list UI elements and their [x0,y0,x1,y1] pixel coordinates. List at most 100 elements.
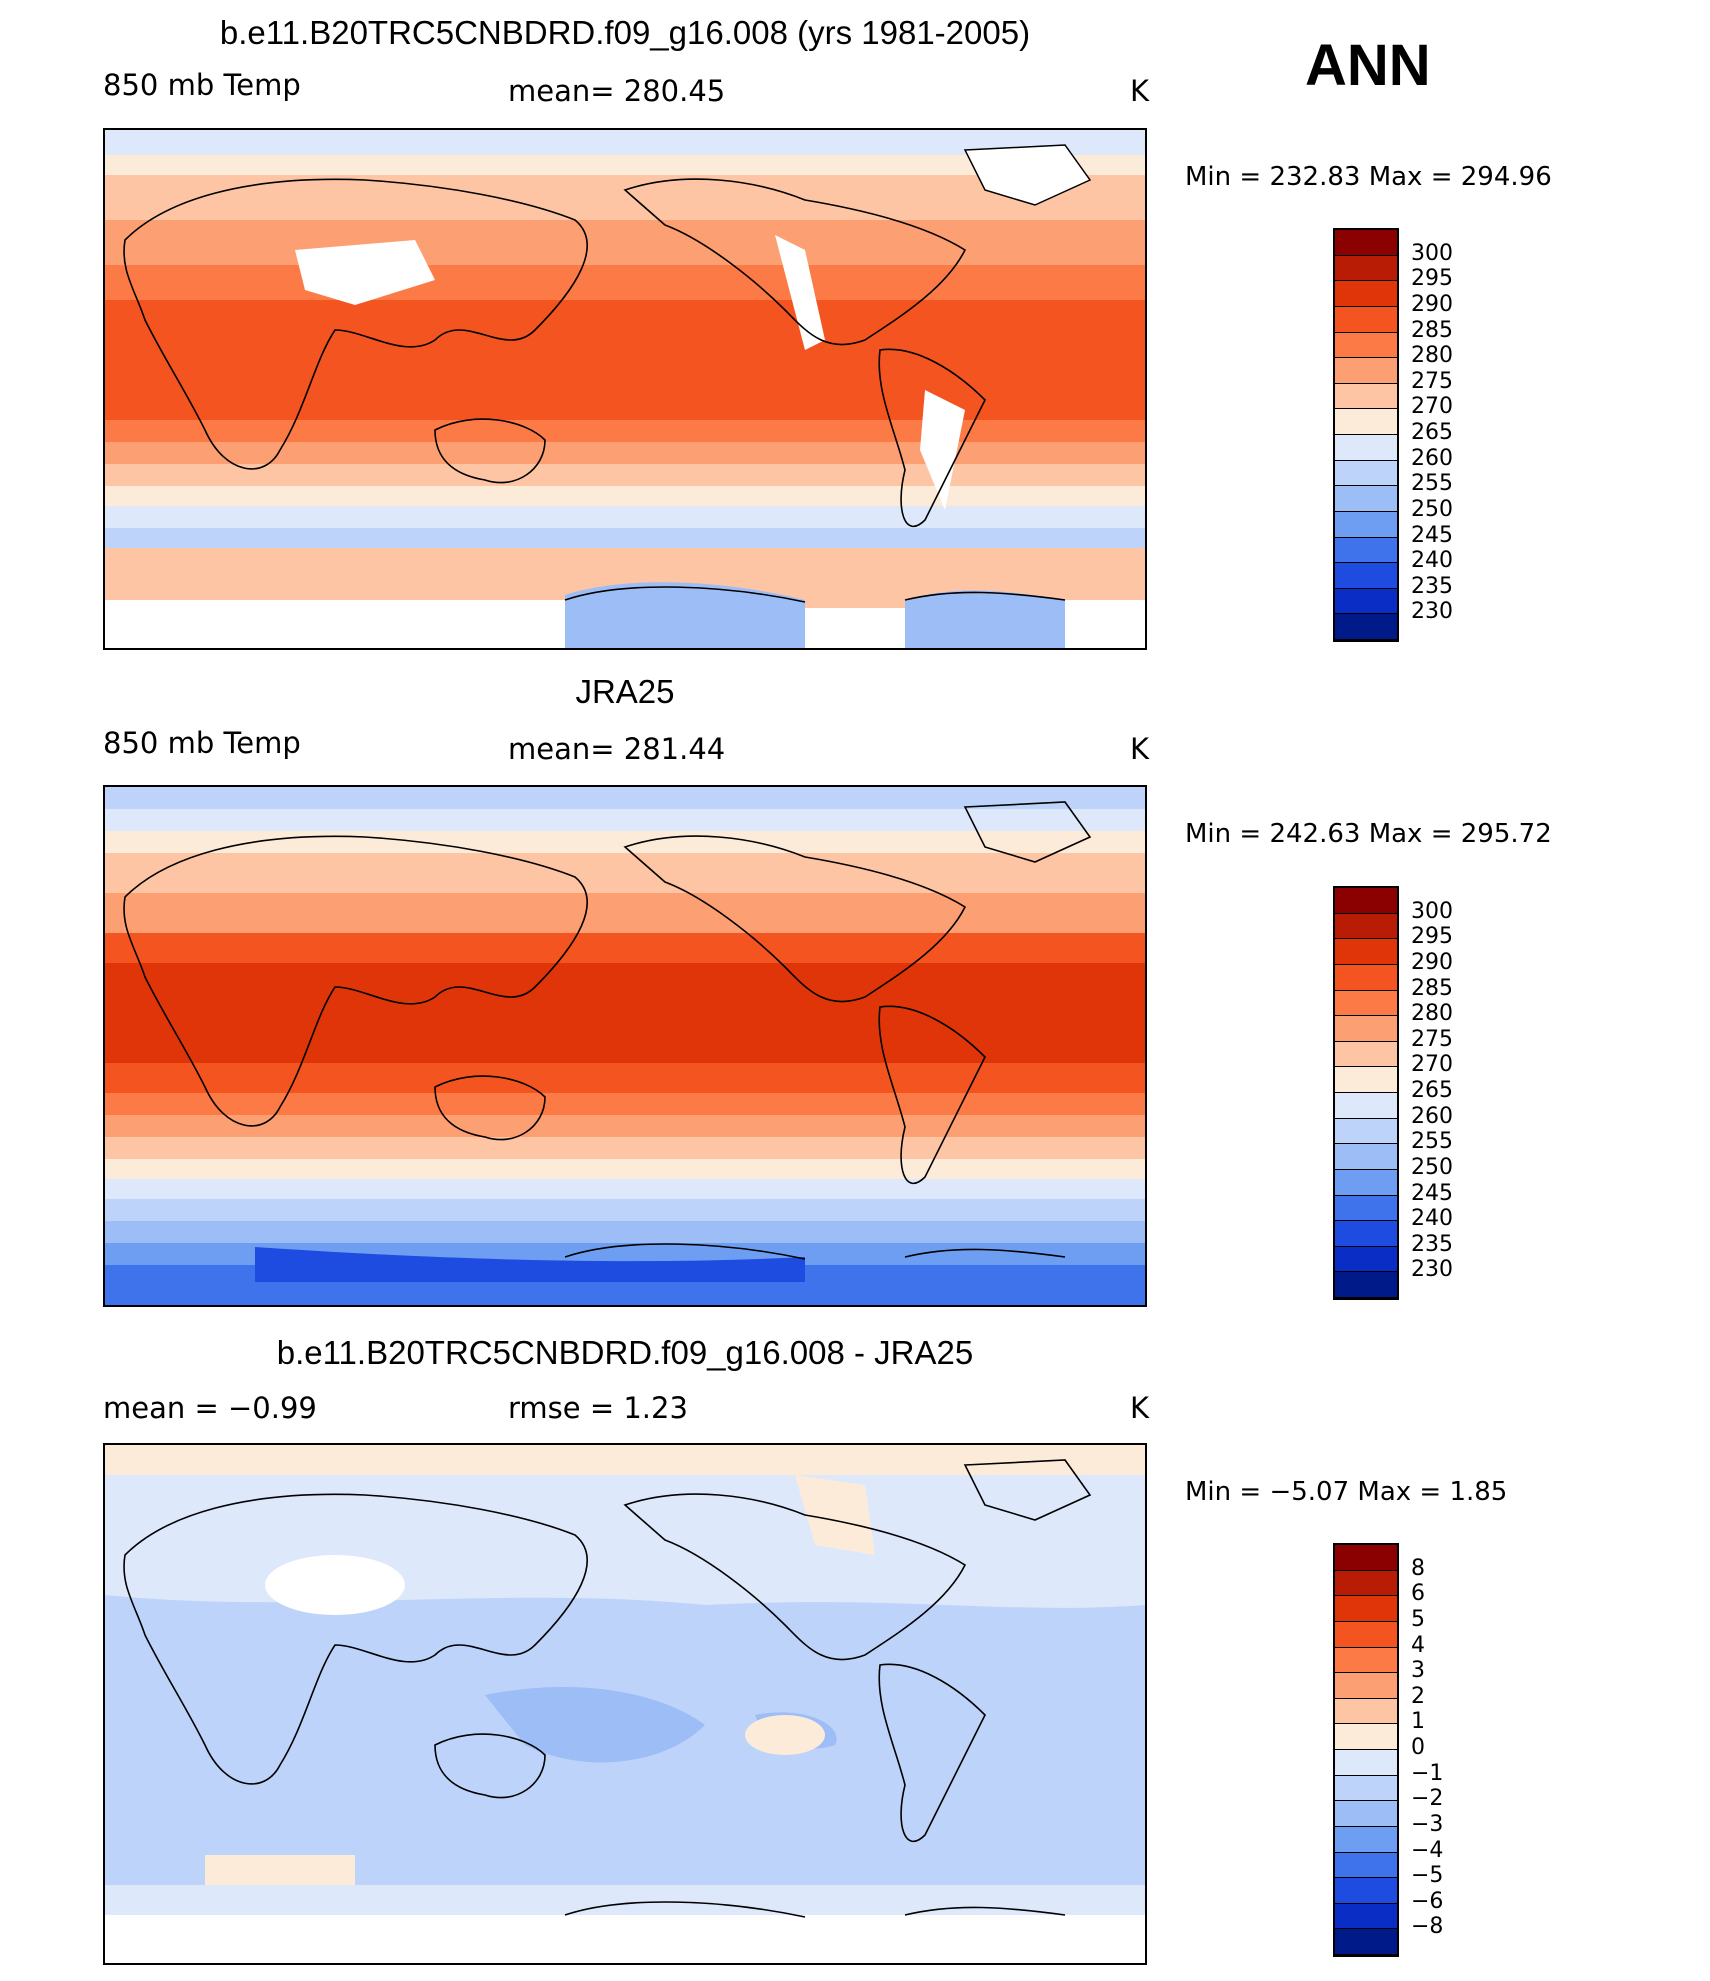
colorbar-segment [1335,1067,1397,1093]
panel-title-obs: JRA25 [575,673,675,710]
mean-label-model: mean= 280.45 [508,74,726,108]
minmax-label-obs: Min = 242.63 Max = 295.72 [1185,819,1552,849]
colorbar-segment [1335,614,1397,640]
colorbar-tick-label: 295 [1411,924,1453,950]
colorbar-tick-label: 1 [1411,1709,1425,1735]
variable-label-obs: 850 mb Temp [103,726,301,760]
colorbar-tick-label: 285 [1411,317,1453,343]
colorbar-tick-label: 260 [1411,1103,1453,1129]
colorbar-segment [1335,383,1397,410]
colorbar-segment [1335,964,1397,991]
variable-label-model: 850 mb Temp [103,68,301,102]
colorbar-tick-label: 3 [1411,1658,1425,1684]
mean-label-diff: mean = −0.99 [103,1391,317,1425]
colorbar-tick-label: 230 [1411,1257,1453,1283]
colorbar-segment [1335,1647,1397,1674]
colorbar-segment [1335,435,1397,461]
colorbar-tick-label: 235 [1411,1231,1453,1257]
map-diff-field [105,1445,1145,1963]
units-label-obs: K [1130,732,1150,766]
colorbar-segment [1335,1272,1397,1298]
colorbar-tick-label: 240 [1411,548,1453,574]
colorbar-segment [1335,1673,1397,1699]
colorbar-tick-label: −5 [1411,1863,1444,1889]
colorbar-tick-label: 280 [1411,343,1453,369]
colorbar-tick-label: −2 [1411,1786,1444,1812]
colorbar-tick-label: 0 [1411,1735,1425,1760]
colorbar-segment [1335,1596,1397,1622]
colorbar-segment [1335,1118,1397,1145]
units-label-model: K [1130,74,1150,108]
colorbar-tick-label: 290 [1411,291,1453,317]
colorbar-segment [1335,588,1397,615]
colorbar-segment [1335,255,1397,282]
colorbar-tick-label: 5 [1411,1606,1425,1632]
colorbar-segment [1335,1195,1397,1222]
colorbar-tick-label: 8 [1411,1555,1425,1581]
colorbar-tick-label: 300 [1411,898,1453,924]
colorbar-segment [1335,511,1397,538]
map-obs [103,785,1147,1307]
colorbar-diff-box [1333,1543,1399,1957]
colorbar-segment [1335,1221,1397,1247]
colorbar-tick-label: 300 [1411,240,1453,266]
colorbar-tick-label: 275 [1411,1026,1453,1052]
colorbar-segment [1335,1621,1397,1648]
colorbar-segment [1335,1826,1397,1853]
map-model [103,128,1147,650]
colorbar-tick-label: 270 [1411,394,1453,420]
minmax-label-model: Min = 232.83 Max = 294.96 [1185,162,1552,192]
colorbar-segment [1335,460,1397,487]
colorbar-segment [1335,1775,1397,1802]
colorbar-tick-label: 240 [1411,1206,1453,1232]
colorbar-segment [1335,1929,1397,1955]
units-label-diff: K [1130,1391,1150,1425]
rmse-label-diff: rmse = 1.23 [508,1391,688,1425]
panel-title-model: b.e11.B20TRC5CNBDRD.f09_g16.008 (yrs 198… [219,14,1031,51]
colorbar-tick-label: −4 [1411,1837,1444,1863]
colorbar-tick-label: 255 [1411,471,1453,497]
colorbar-tick-label: −3 [1411,1811,1444,1837]
colorbar-tick-label: −8 [1411,1914,1444,1940]
colorbar-tick-label: 285 [1411,975,1453,1001]
colorbar-model-box [1333,228,1399,642]
colorbar-tick-label: 245 [1411,522,1453,548]
colorbar-segment [1335,1570,1397,1597]
colorbar-segment [1335,409,1397,435]
colorbar-segment [1335,939,1397,965]
colorbar-segment [1335,306,1397,333]
mean-label-obs: mean= 281.44 [508,732,726,766]
colorbar-tick-label: 265 [1411,420,1453,445]
colorbar-tick-label: 290 [1411,949,1453,975]
colorbar-tick-label: 265 [1411,1078,1453,1103]
colorbar-tick-label: −6 [1411,1888,1444,1914]
colorbar-segment [1335,1878,1397,1904]
map-model-field [105,130,1145,648]
colorbar-obs-box [1333,886,1399,1300]
colorbar-segment [1335,1801,1397,1827]
colorbar-tick-label: −1 [1411,1760,1444,1786]
colorbar-tick-label: 4 [1411,1632,1425,1658]
colorbar-segment [1335,1016,1397,1042]
colorbar-tick-label: 255 [1411,1129,1453,1155]
colorbar-segment [1335,1852,1397,1879]
colorbar-tick-label: 275 [1411,368,1453,394]
season-label: ANN [1305,33,1431,98]
colorbar-tick-label: 2 [1411,1683,1425,1709]
colorbar-segment [1335,888,1397,914]
colorbar-tick-label: 6 [1411,1581,1425,1607]
colorbar-segment [1335,537,1397,564]
panel-title-diff: b.e11.B20TRC5CNBDRD.f09_g16.008 - JRA25 [276,1334,974,1371]
colorbar-segment [1335,1246,1397,1273]
colorbar-tick-label: 280 [1411,1001,1453,1027]
colorbar-segment [1335,1169,1397,1196]
colorbar-segment [1335,1750,1397,1776]
colorbar-segment [1335,486,1397,512]
colorbar-segment [1335,1041,1397,1068]
colorbar-segment [1335,1093,1397,1119]
colorbar-segment [1335,230,1397,256]
colorbar-segment [1335,1144,1397,1170]
colorbar-tick-label: 250 [1411,1154,1453,1180]
colorbar-tick-label: 260 [1411,445,1453,471]
colorbar-segment [1335,281,1397,307]
